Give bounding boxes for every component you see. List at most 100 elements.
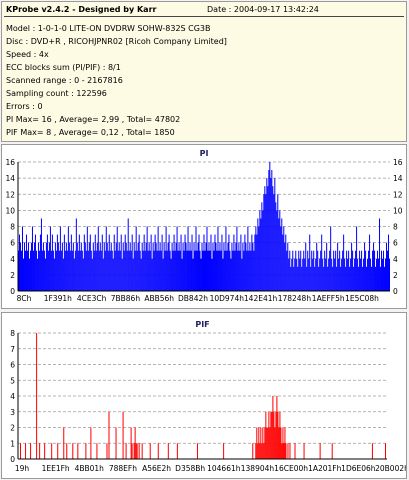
bar (359, 250, 361, 291)
bar (143, 234, 145, 291)
bar (68, 242, 70, 292)
bar (40, 218, 42, 291)
x-tick-label: D358Bh (175, 464, 205, 473)
bar (20, 443, 22, 459)
bar (88, 242, 90, 292)
bar (103, 242, 105, 292)
x-tick-label: ABB56h (144, 294, 174, 303)
bar (70, 234, 72, 291)
bar (216, 250, 218, 291)
bar (136, 250, 138, 291)
bar (140, 258, 142, 291)
y-tick-label: 5 (10, 376, 15, 385)
bar (19, 234, 20, 291)
bar (319, 443, 321, 459)
bar (94, 234, 96, 291)
bar (272, 186, 274, 291)
bar (256, 234, 258, 291)
bar (331, 443, 333, 459)
bar (21, 226, 23, 291)
x-tick-label: 178248h (278, 294, 312, 303)
bar (113, 234, 115, 291)
bar (149, 443, 151, 459)
bar (200, 258, 202, 291)
bar (310, 266, 312, 291)
bar (30, 443, 32, 459)
bar (373, 242, 375, 292)
bar (277, 194, 279, 291)
bar (136, 443, 138, 459)
bar (69, 250, 71, 291)
bar (98, 250, 100, 291)
x-tick-label: 1EE1Fh (42, 464, 70, 473)
bar (91, 258, 93, 291)
bar (344, 258, 346, 291)
bar (388, 234, 390, 291)
info-model: Model : 1-0-1-0 LITE-ON DVDRW SOHW-832S … (6, 24, 211, 33)
bar (77, 250, 79, 291)
bar (382, 258, 384, 291)
bar (122, 411, 124, 459)
bar (164, 250, 166, 291)
bar (259, 443, 261, 459)
bar (115, 242, 117, 292)
pi-chart: PI 0 0 2 2 4 4 6 6 8 8 10 10 12 12 14 14 16 16 8Ch 1F391h 4CE… (5, 149, 402, 303)
info-ecc: ECC blocks sum (PI/PIF) : 8/1 (6, 63, 121, 72)
bar (247, 226, 249, 291)
bar (260, 218, 262, 291)
bar (371, 266, 373, 291)
bar (371, 443, 373, 459)
bar (223, 242, 225, 292)
bar (173, 234, 175, 291)
info-pi-stats: PI Max= 16 , Average= 2,99 , Total= 4780… (6, 115, 181, 124)
bar (265, 194, 267, 291)
bar (355, 250, 357, 291)
y-tick-label: 2 (10, 424, 15, 433)
bar (347, 258, 349, 291)
y-tick-label: 14 (5, 174, 15, 183)
bar (41, 250, 43, 291)
info-errors: Errors : 0 (6, 102, 43, 111)
y-tick-label-right: 0 (393, 287, 398, 296)
bar (37, 242, 39, 292)
bar (121, 258, 123, 291)
y-tick-label-right: 6 (393, 239, 398, 248)
bar (22, 258, 24, 291)
bar (148, 242, 150, 292)
bar (294, 443, 296, 459)
bar (263, 194, 265, 291)
bar (283, 226, 285, 291)
bar (387, 250, 389, 291)
bar (257, 218, 259, 291)
bar (25, 443, 27, 459)
bar (270, 411, 272, 459)
bar (206, 226, 208, 291)
bar (293, 266, 295, 291)
bar (126, 250, 128, 291)
bar (101, 234, 103, 291)
bar (80, 242, 82, 292)
bar (304, 258, 306, 291)
bar (112, 258, 114, 291)
x-tick-label: 16CE00h (274, 464, 308, 473)
bar (58, 250, 60, 291)
bar (87, 250, 89, 291)
bar (66, 443, 68, 459)
bar (79, 250, 81, 291)
bar (199, 250, 201, 291)
bar (300, 250, 302, 291)
bar (157, 226, 159, 291)
bar (365, 250, 367, 291)
bar (325, 258, 327, 291)
bar (277, 411, 279, 459)
bar (204, 250, 206, 291)
bar (124, 234, 126, 291)
bar (374, 250, 376, 291)
bar (281, 443, 283, 459)
bar (259, 210, 261, 292)
bar (342, 250, 344, 291)
bar (274, 427, 276, 459)
bar (63, 234, 65, 291)
x-tick-label: 19h (15, 464, 30, 473)
bar (44, 258, 46, 291)
